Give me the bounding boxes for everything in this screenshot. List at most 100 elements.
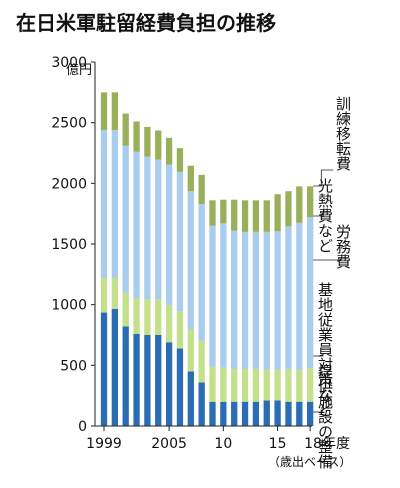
y-unit-label: 億円 xyxy=(66,62,92,78)
y-tick-label: 2500 xyxy=(51,116,87,132)
bar-segment xyxy=(220,223,227,368)
bar-segment xyxy=(133,297,140,334)
bar-segment xyxy=(122,113,129,146)
bar-segment xyxy=(165,137,173,165)
y-tick-label: 0 xyxy=(78,419,87,435)
bar-segment xyxy=(198,174,205,204)
x-axis-note: （歳出ベース） xyxy=(268,455,351,469)
bar-segment xyxy=(122,145,129,293)
bar-segment xyxy=(296,369,303,402)
bar-segment xyxy=(231,199,238,231)
bar-segment xyxy=(144,299,151,335)
bar-segment xyxy=(176,348,184,426)
bar-segment xyxy=(155,335,162,426)
x-tick-label: 2005 xyxy=(151,436,187,452)
bar-segment xyxy=(252,231,260,369)
bar-segment xyxy=(209,200,216,226)
bar-segment xyxy=(252,368,260,402)
y-tick-label: 1000 xyxy=(51,298,87,314)
bar-segment xyxy=(274,231,281,370)
bar-segment xyxy=(220,199,227,224)
bar-segment xyxy=(296,401,303,426)
bar-segment xyxy=(231,230,238,369)
label-labor-costs: 労務費 xyxy=(334,224,352,269)
y-tick-label: 3000 xyxy=(51,55,87,71)
bar-segment xyxy=(133,151,140,298)
bar-segment xyxy=(176,311,184,349)
x-axis: 1999 2005 10 15 18年度 xyxy=(86,425,350,452)
bar-segment xyxy=(274,194,281,232)
bar-segment xyxy=(296,186,303,223)
x-tick-label: 15 xyxy=(269,436,287,452)
bar-segment xyxy=(111,92,118,130)
bar-segment xyxy=(198,203,205,341)
bar-segment xyxy=(176,171,184,312)
bar-segment xyxy=(307,217,314,369)
chart-title: 在日米軍駐留経費負担の推移 xyxy=(16,11,276,35)
bar-segment xyxy=(187,165,194,192)
bar-segment xyxy=(285,401,292,426)
bar-segment xyxy=(263,231,270,370)
leader-lines xyxy=(313,169,342,413)
bar-segment xyxy=(307,368,314,402)
bar-segment xyxy=(252,401,260,426)
bar-segment xyxy=(307,186,314,218)
bar-segment xyxy=(144,156,151,300)
bar-segment xyxy=(144,335,151,426)
bar-segment xyxy=(220,401,227,426)
bar-segment xyxy=(187,191,194,330)
bar-segment xyxy=(241,401,249,426)
bar-segment xyxy=(231,401,238,426)
leader-line xyxy=(313,210,324,217)
y-axis: 0 500 1000 1500 2000 2500 3000 xyxy=(51,55,96,435)
x-tick-label: 1999 xyxy=(86,436,122,452)
bar-segment xyxy=(133,333,140,426)
bar-segment xyxy=(122,292,129,327)
y-tick-label: 500 xyxy=(60,358,87,374)
bar-segment xyxy=(285,191,292,227)
label-utilities: 光熱費など xyxy=(316,178,334,253)
label-employee-measures: 基地従業員対策など xyxy=(316,282,334,417)
bar-segment xyxy=(241,231,249,369)
bar-segment xyxy=(100,129,108,278)
bars xyxy=(100,92,314,426)
bar-segment xyxy=(220,367,227,402)
bar-segment xyxy=(111,277,118,309)
bar-segment xyxy=(187,371,194,426)
bar-segment xyxy=(187,329,194,372)
bar-segment xyxy=(263,200,270,232)
bar-segment xyxy=(111,308,118,426)
bar-segment xyxy=(155,299,162,335)
bar-segment xyxy=(198,382,205,426)
bar-segment xyxy=(241,368,249,402)
bar-segment xyxy=(296,222,303,370)
bar-segment xyxy=(100,277,108,313)
bar-segment xyxy=(100,92,108,130)
bar-segment xyxy=(285,226,292,369)
y-tick-label: 2000 xyxy=(51,176,87,192)
bar-segment xyxy=(209,401,216,426)
bar-segment xyxy=(111,129,118,278)
x-tick-label: 10 xyxy=(214,436,232,452)
bar-segment xyxy=(155,159,162,300)
leader-line xyxy=(313,169,334,187)
bar-segment xyxy=(165,164,173,306)
bar-segment xyxy=(307,401,314,426)
bar-segment xyxy=(231,368,238,402)
bar-segment xyxy=(263,369,270,401)
bar-segment xyxy=(176,148,184,172)
bar-segment xyxy=(252,200,260,232)
bar-segment xyxy=(209,366,216,402)
bar-segment xyxy=(155,130,162,160)
bar-segment xyxy=(122,326,129,426)
bar-segment xyxy=(165,342,173,426)
bar-segment xyxy=(241,200,249,232)
bar-segment xyxy=(285,368,292,402)
bar-segment xyxy=(144,126,151,157)
bar-segment xyxy=(198,340,205,383)
bar-segment xyxy=(165,305,173,343)
bar-segment xyxy=(209,225,216,367)
label-training-relocation: 訓練移転費 xyxy=(334,96,352,171)
